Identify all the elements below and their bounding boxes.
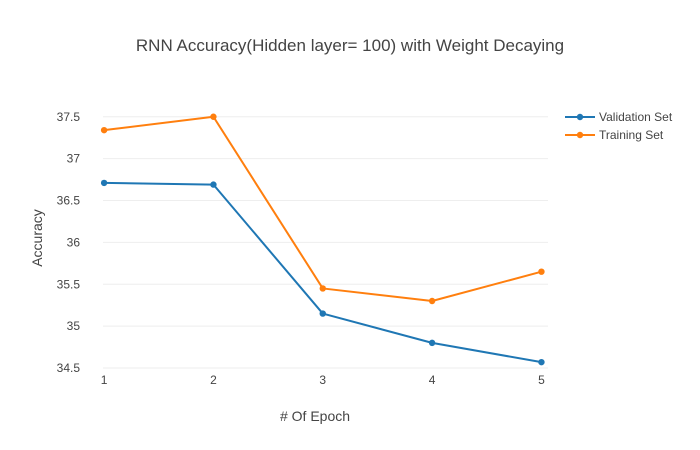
x-axis-ticks: 1 2 3 4 5 [101, 373, 545, 387]
series-group [100, 113, 545, 366]
series-training-set-point [100, 126, 108, 134]
y-tick-label: 37 [67, 152, 81, 166]
y-tick-label: 37.5 [57, 110, 81, 124]
series-training-set-line [103, 115, 542, 302]
x-axis-title: # Of Epoch [280, 408, 350, 424]
x-tick-label: 4 [429, 373, 436, 387]
series-validation-set-point [210, 181, 217, 188]
series-training-set-point [210, 113, 217, 120]
legend-item-series-validation-set[interactable]: Validation Set [565, 110, 673, 124]
y-tick-label: 36 [67, 235, 81, 249]
y-tick-label: 35.5 [57, 277, 81, 291]
series-validation-set-point [428, 339, 436, 347]
chart-title: RNN Accuracy(Hidden layer= 100) with Wei… [136, 36, 564, 55]
legend-item-series-training-set[interactable]: Training Set [565, 128, 664, 142]
x-tick-label: 5 [538, 373, 545, 387]
legend-swatch-marker [576, 131, 584, 139]
x-tick-label: 2 [210, 373, 217, 387]
series-training-set-point [428, 297, 436, 305]
series-validation-set-point [538, 358, 545, 366]
y-tick-label: 35 [67, 319, 81, 333]
y-axis-ticks: 34.5 35 35.5 36 36.5 37 37.5 [57, 110, 81, 375]
series-training-set-point [538, 268, 545, 275]
series-validation-set-point [319, 310, 326, 317]
legend[interactable]: Validation Set Training Set [565, 110, 673, 142]
y-tick-label: 34.5 [57, 361, 81, 375]
series-training-set-point [319, 285, 326, 292]
series-validation-set-line [104, 181, 542, 364]
y-axis-title: Accuracy [29, 209, 45, 267]
y-tick-label: 36.5 [57, 194, 81, 208]
series-validation-set-point [100, 179, 108, 187]
legend-swatch-marker [576, 113, 584, 121]
gridlines [103, 116, 548, 369]
x-tick-label: 3 [319, 373, 326, 387]
legend-label: Validation Set [599, 110, 673, 124]
x-tick-label: 1 [101, 373, 108, 387]
legend-label: Training Set [599, 128, 664, 142]
